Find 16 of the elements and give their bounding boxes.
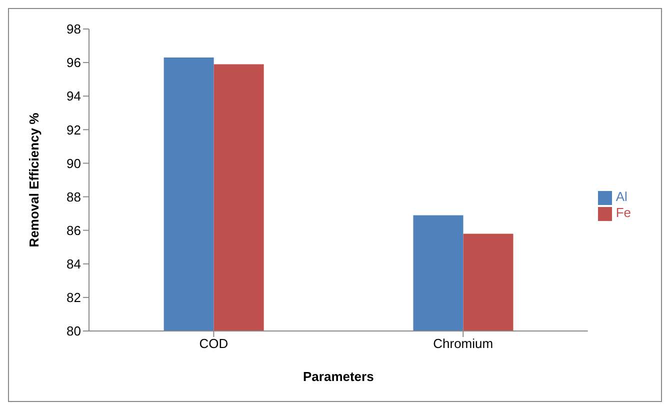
- y-tick-label: 86: [66, 222, 81, 238]
- x-tick-label: Chromium: [433, 336, 494, 352]
- y-tick-label: 88: [66, 189, 81, 204]
- y-tick-label: 96: [66, 55, 81, 70]
- y-tick-label: 84: [66, 256, 81, 272]
- y-tick-label: 98: [66, 22, 81, 37]
- y-tick-label: 92: [66, 122, 81, 138]
- legend-label: Al: [616, 189, 628, 204]
- x-axis-title: Parameters: [303, 369, 374, 384]
- legend-label: Fe: [616, 205, 631, 220]
- y-tick-label: 94: [66, 88, 81, 104]
- x-tick-label: COD: [199, 336, 228, 352]
- y-tick-label: 82: [66, 290, 81, 306]
- y-tick-label: 80: [66, 324, 81, 339]
- y-axis-title: Removal Efficiency %: [26, 112, 42, 248]
- y-tick-label: 90: [66, 156, 81, 171]
